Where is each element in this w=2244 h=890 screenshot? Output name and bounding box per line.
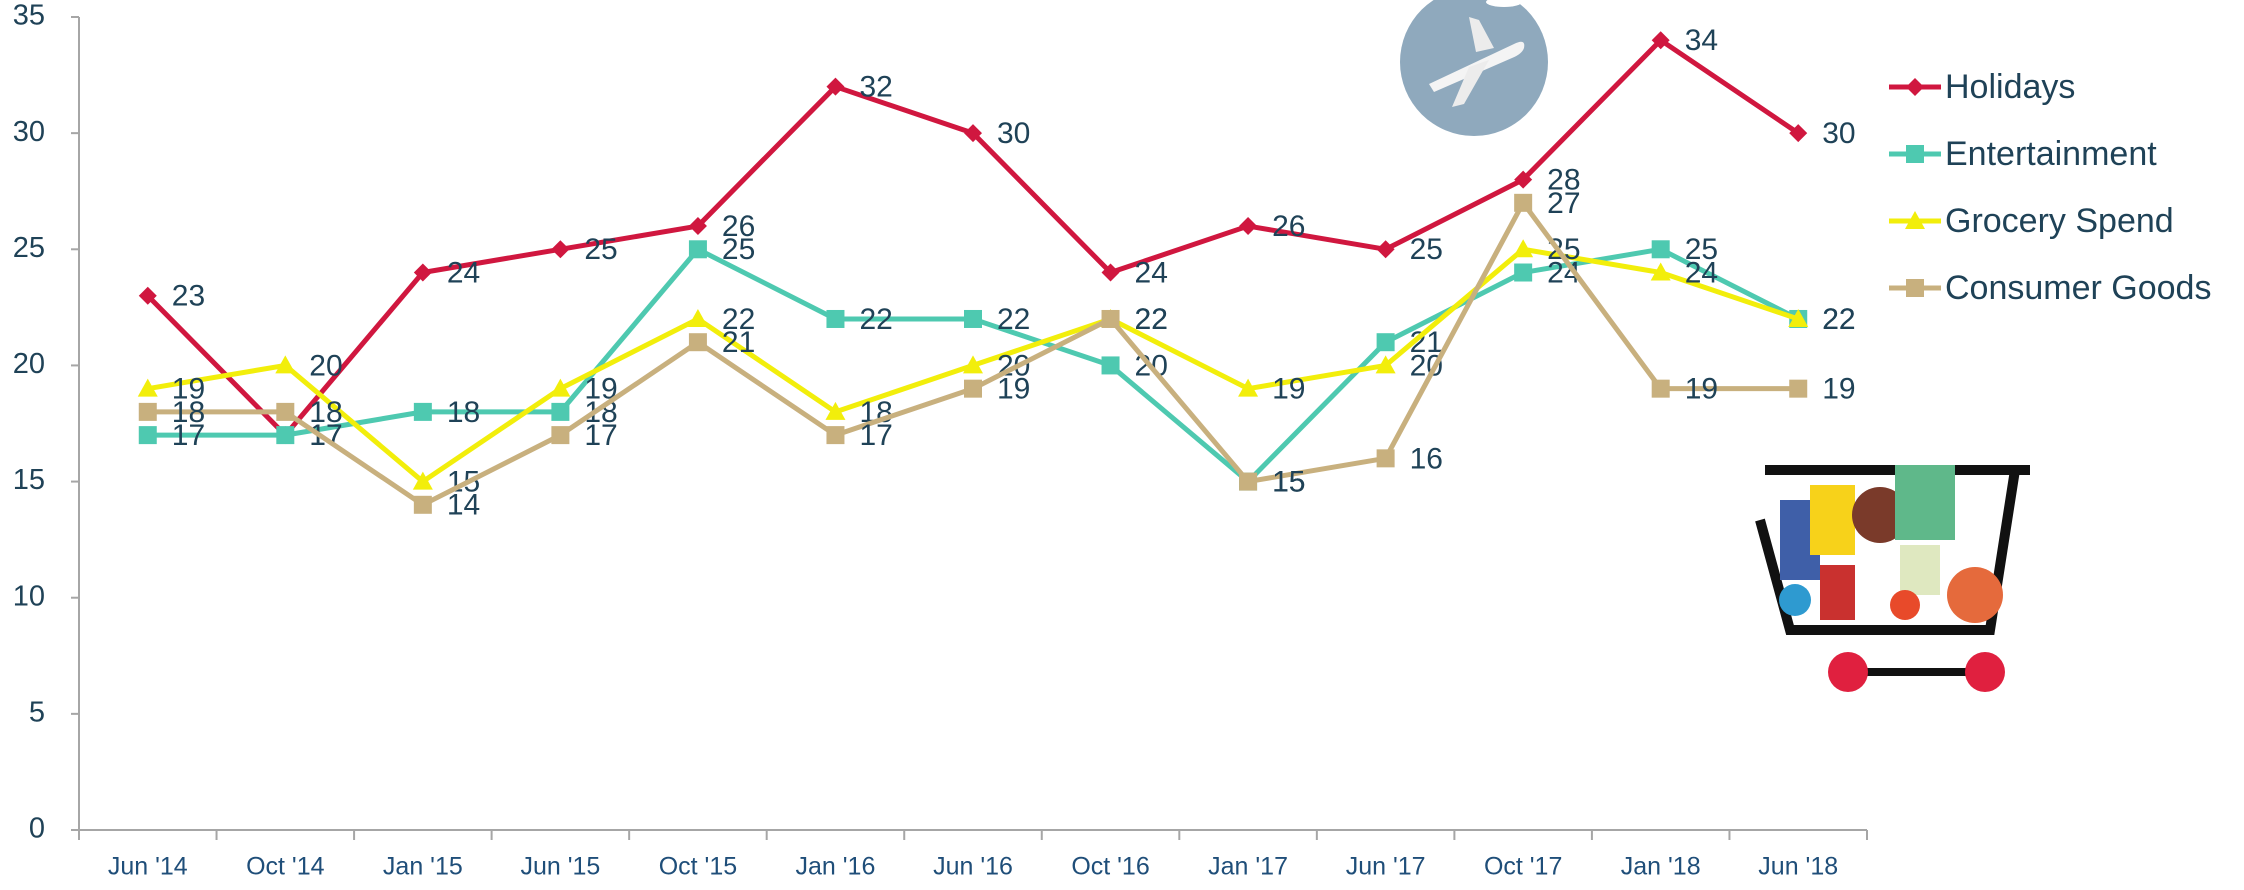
airplane-icon — [1400, 0, 1548, 136]
data-label: 18 — [447, 396, 480, 429]
y-tick-label: 0 — [29, 813, 45, 845]
marker — [551, 426, 569, 444]
marker — [139, 403, 157, 421]
data-label: 19 — [1685, 373, 1718, 406]
data-label: 30 — [997, 117, 1030, 150]
marker — [964, 380, 982, 398]
data-label: 30 — [1822, 117, 1855, 150]
marker — [1239, 217, 1257, 235]
x-tick-label: Jan '15 — [383, 853, 463, 881]
data-label: 16 — [1410, 442, 1443, 475]
marker — [1652, 380, 1670, 398]
chart: 0 5 10 15 20 25 30 35 Jun '14 Oct '14 Jan '15 Jun '… — [0, 0, 2244, 885]
x-tick-label: Oct '15 — [659, 853, 737, 881]
data-label: 21 — [722, 326, 755, 359]
y-tick-label: 15 — [13, 464, 45, 496]
data-label: 27 — [1547, 187, 1580, 220]
data-label: 18 — [309, 396, 342, 429]
data-label: 22 — [997, 303, 1030, 336]
marker — [551, 403, 569, 421]
data-label: 24 — [447, 256, 480, 289]
x-tick-label: Jun '17 — [1346, 853, 1426, 881]
x-tick-label: Jun '14 — [108, 853, 188, 881]
data-label: 17 — [859, 419, 892, 452]
legend-marker — [1906, 78, 1924, 96]
data-label: 24 — [1685, 256, 1718, 289]
x-tick-label: Jun '18 — [1758, 853, 1838, 881]
marker — [1652, 240, 1670, 258]
y-tick-label: 30 — [13, 116, 45, 148]
data-label: 24 — [1135, 256, 1168, 289]
marker — [826, 426, 844, 444]
legend-label: Entertainment — [1945, 135, 2157, 173]
data-label: 22 — [1822, 303, 1855, 336]
marker — [276, 426, 294, 444]
data-label: 19 — [1272, 373, 1305, 406]
data-label: 25 — [584, 233, 617, 266]
legend-marker — [1906, 279, 1924, 297]
marker — [414, 496, 432, 514]
x-tick-label: Oct '14 — [246, 853, 325, 881]
y-tick-label: 5 — [29, 697, 45, 729]
marker — [689, 333, 707, 351]
data-label: 18 — [172, 396, 205, 429]
marker — [139, 426, 157, 444]
page: {"chart_data": { "type": "line", "catego… — [0, 0, 2244, 885]
data-label: 17 — [584, 419, 617, 452]
data-label: 34 — [1685, 24, 1718, 57]
marker — [1239, 473, 1257, 491]
x-tick-label: Oct '16 — [1071, 853, 1149, 881]
data-label: 20 — [309, 349, 342, 382]
y-tick-label: 25 — [13, 232, 45, 264]
x-tick-label: Jan '16 — [796, 853, 876, 881]
y-tick-label: 20 — [13, 348, 45, 380]
data-label: 19 — [1822, 373, 1855, 406]
marker — [689, 240, 707, 258]
marker — [1377, 333, 1395, 351]
data-label: 32 — [859, 71, 892, 104]
marker — [1377, 240, 1395, 258]
x-tick-label: Jan '18 — [1621, 853, 1701, 881]
x-tick-label: Jun '15 — [520, 853, 600, 881]
data-label: 14 — [447, 489, 480, 522]
marker — [551, 240, 569, 258]
data-label: 22 — [859, 303, 892, 336]
marker — [1789, 380, 1807, 398]
marker — [1514, 264, 1532, 282]
marker — [1102, 356, 1120, 374]
marker — [1102, 310, 1120, 328]
legend-marker — [1906, 145, 1924, 163]
data-label: 22 — [1135, 303, 1168, 336]
marker — [964, 310, 982, 328]
data-label: 25 — [1410, 233, 1443, 266]
data-label: 23 — [172, 280, 205, 313]
marker — [688, 309, 708, 327]
marker — [826, 310, 844, 328]
y-tick-label: 35 — [13, 0, 45, 32]
marker — [1514, 194, 1532, 212]
cart-icon — [1760, 465, 2030, 692]
marker — [276, 403, 294, 421]
x-tick-label: Jan '17 — [1208, 853, 1288, 881]
legend-label: Holidays — [1945, 68, 2075, 106]
data-label: 19 — [997, 373, 1030, 406]
data-label: 15 — [1272, 465, 1305, 498]
legend-label: Consumer Goods — [1945, 269, 2211, 307]
x-tick-label: Jun '16 — [933, 853, 1013, 881]
legend-label: Grocery Spend — [1945, 202, 2174, 240]
marker — [1377, 449, 1395, 467]
data-label: 26 — [1272, 210, 1305, 243]
data-label: 25 — [722, 233, 755, 266]
y-tick-label: 10 — [13, 580, 45, 612]
x-tick-label: Oct '17 — [1484, 853, 1562, 881]
marker — [414, 403, 432, 421]
